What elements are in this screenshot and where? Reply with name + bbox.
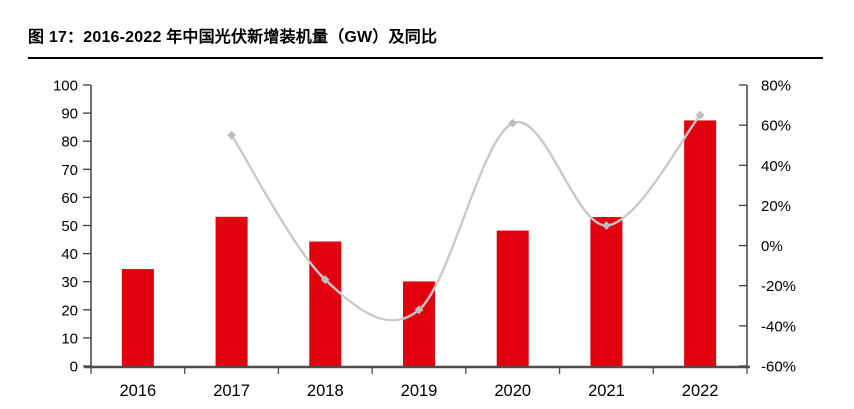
yoy-marker-2017 bbox=[227, 130, 236, 140]
bar-2016 bbox=[121, 269, 154, 366]
left-axis-label: 0 bbox=[70, 359, 78, 376]
yoy-line bbox=[230, 114, 702, 322]
x-axis-label-2021: 2021 bbox=[588, 382, 625, 400]
x-axis-label-2019: 2019 bbox=[401, 382, 438, 400]
right-axis-label: 60% bbox=[761, 118, 791, 135]
yoy-marker-2021 bbox=[602, 221, 611, 230]
x-axis-label-2018: 2018 bbox=[307, 382, 344, 400]
x-axis-label-2022: 2022 bbox=[682, 382, 719, 400]
bar-2020 bbox=[496, 230, 529, 366]
left-axis-label: 10 bbox=[61, 330, 78, 347]
x-axis-label-2017: 2017 bbox=[213, 382, 250, 400]
yoy-marker-2022 bbox=[695, 110, 705, 120]
right-axis-label: -60% bbox=[761, 359, 796, 376]
yoy-marker-2019 bbox=[414, 305, 424, 315]
left-axis-label: 100 bbox=[53, 78, 78, 95]
x-axis-label-2020: 2020 bbox=[494, 382, 531, 400]
right-axis-label: -20% bbox=[761, 278, 796, 295]
left-axis-label: 20 bbox=[61, 302, 78, 319]
right-axis-label: 80% bbox=[761, 78, 791, 95]
right-axis-label: 0% bbox=[761, 238, 783, 255]
bar-2018 bbox=[309, 241, 342, 366]
left-axis-label: 80 bbox=[61, 134, 78, 151]
left-axis-label: 60 bbox=[61, 190, 78, 207]
figure-header: 图 17：2016-2022 年中国光伏新增装机量（GW）及同比 bbox=[28, 27, 823, 59]
right-axis-label: 20% bbox=[761, 198, 791, 215]
bar-2022 bbox=[684, 120, 717, 366]
x-axis-label-2016: 2016 bbox=[119, 382, 156, 400]
right-axis-label: 40% bbox=[761, 158, 791, 175]
left-axis-label: 50 bbox=[61, 218, 78, 235]
yoy-marker-2020 bbox=[508, 118, 518, 128]
bar-2021 bbox=[590, 217, 623, 366]
yoy-marker-2018 bbox=[320, 275, 330, 285]
right-axis-label: -40% bbox=[761, 318, 796, 335]
figure-title: 图 17：2016-2022 年中国光伏新增装机量（GW）及同比 bbox=[28, 29, 438, 46]
left-axis-label: 30 bbox=[61, 274, 78, 291]
left-axis-label: 70 bbox=[61, 162, 78, 179]
bar-2017 bbox=[215, 216, 248, 366]
left-axis-label: 90 bbox=[61, 106, 78, 123]
left-axis-label: 40 bbox=[61, 246, 78, 263]
